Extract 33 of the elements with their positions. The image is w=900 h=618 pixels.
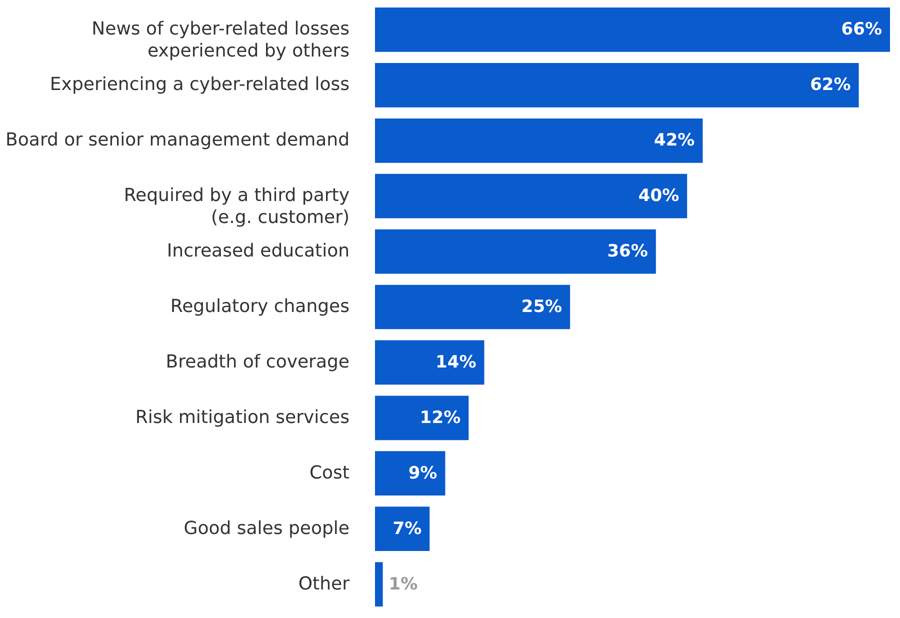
y-tick-label: Cost xyxy=(309,462,350,484)
data-label: 36% xyxy=(607,242,648,262)
data-label: 12% xyxy=(420,408,461,428)
bar xyxy=(375,451,446,496)
data-label: 25% xyxy=(521,297,562,317)
bar xyxy=(375,8,890,52)
data-label: 14% xyxy=(436,352,476,372)
bar xyxy=(375,174,688,218)
y-tick-label: Breadth of coverage xyxy=(166,351,350,372)
data-label: 42% xyxy=(654,130,695,151)
bar xyxy=(375,118,703,163)
bar xyxy=(375,340,484,385)
data-label: 40% xyxy=(638,186,680,206)
y-tick-label: News of cyber-related losses experienced by others xyxy=(92,18,350,62)
data-label: 9% xyxy=(408,463,438,484)
bar xyxy=(375,506,430,551)
y-tick-label: Experiencing a cyber-related loss xyxy=(50,74,350,96)
y-tick-label: Good sales people xyxy=(184,518,350,539)
y-tick-label: Risk mitigation services xyxy=(135,406,350,428)
y-tick-label: Board or senior management demand xyxy=(6,130,350,151)
bar xyxy=(375,229,656,274)
bar xyxy=(375,63,859,108)
data-label: 7% xyxy=(392,518,422,539)
y-tick-label: Regulatory changes xyxy=(170,296,350,317)
bar xyxy=(375,396,469,440)
data-label: 1% xyxy=(388,574,418,594)
y-tick-label: Required by a third party (e.g. customer) xyxy=(124,185,350,228)
bar xyxy=(375,562,383,606)
y-tick-label: Other xyxy=(298,573,350,594)
bar xyxy=(375,284,570,330)
data-label: 62% xyxy=(810,75,851,96)
data-label: 66% xyxy=(841,20,882,40)
y-tick-label: Increased education xyxy=(166,240,350,262)
